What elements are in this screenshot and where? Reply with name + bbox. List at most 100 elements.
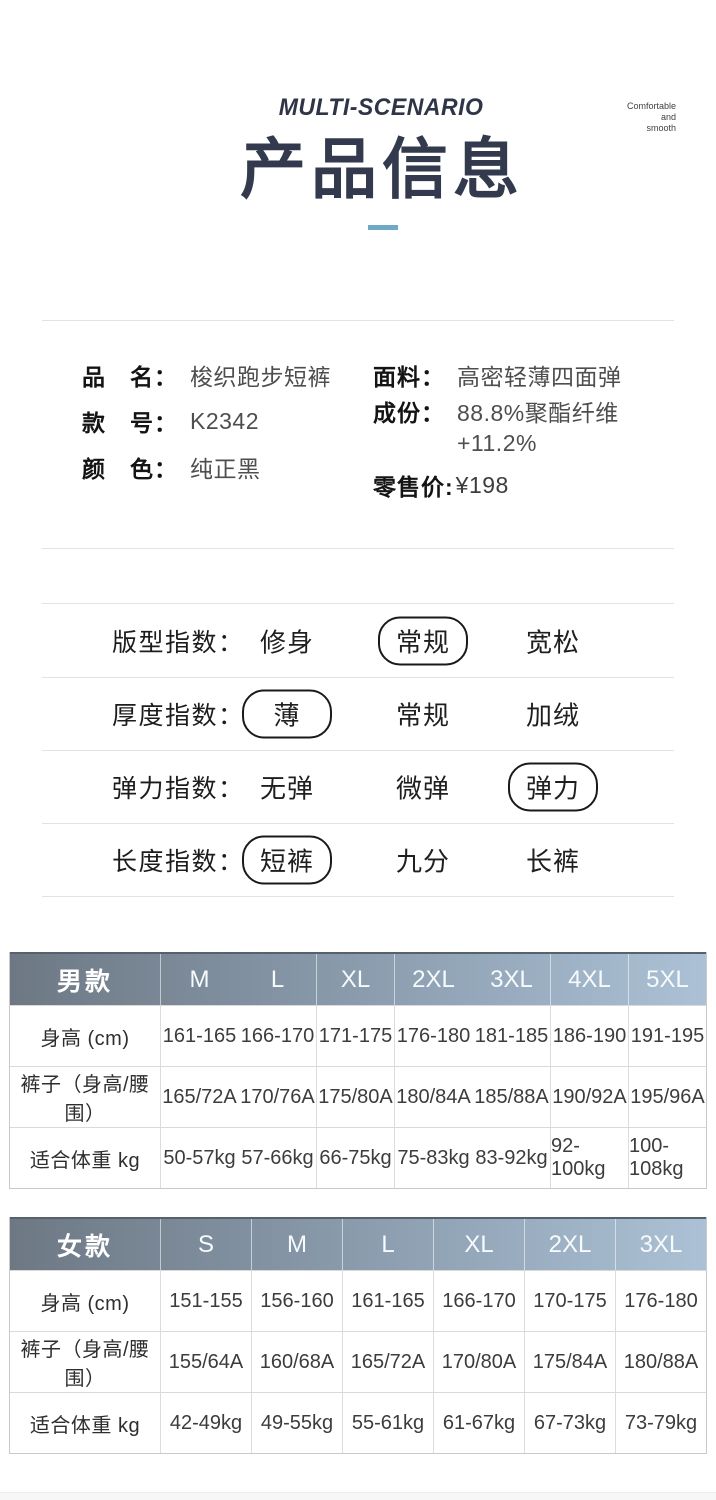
size-column-header: 3XL: [490, 965, 533, 993]
table-header-row: 男款 M L XL 2XL 3XL 4XL 5XL: [10, 952, 706, 1005]
size-cell: 100-108kg: [628, 1128, 706, 1188]
row-label: 适合体重 kg: [29, 1149, 141, 1172]
size-cell: 161-165: [342, 1271, 433, 1331]
size-cell: 166-170: [240, 1024, 315, 1047]
eyebrow-text: MULTI-SCENARIO: [278, 94, 484, 121]
size-column-header: S: [160, 1219, 251, 1270]
style-number-row: 款 号： K2342: [82, 398, 331, 444]
men-size-table: 男款 M L XL 2XL 3XL 4XL 5XL 身高 (cm) 161-165 166-170 1…: [9, 952, 707, 1189]
row-label: 身高 (cm): [40, 1027, 130, 1050]
page-title: 产品信息: [240, 132, 524, 206]
size-cell: 195/96A: [628, 1067, 706, 1127]
index-divider: [42, 603, 674, 604]
size-cell: 185/88A: [474, 1085, 549, 1108]
fit-option: 宽松: [525, 627, 581, 657]
size-cell: 190/92A: [550, 1067, 628, 1127]
index-divider: [42, 750, 674, 751]
length-index-row: 长度指数： 短裤 九分 长裤: [0, 823, 716, 896]
table-row: 适合体重 kg 42-49kg 49-55kg 55-61kg 61-67kg 67-73…: [10, 1392, 706, 1453]
size-cell: 175/80A: [316, 1067, 394, 1127]
fabric-value: 高密轻薄四面弹: [457, 364, 622, 390]
size-cell: 42-49kg: [160, 1393, 251, 1453]
size-cell: 175/84A: [524, 1332, 615, 1392]
size-cell: 83-92kg: [475, 1146, 548, 1169]
fit-option-selected: 常规: [378, 616, 468, 665]
fit-index-row: 版型指数： 修身 常规 宽松: [0, 604, 716, 677]
size-cell: 181-185: [474, 1024, 549, 1047]
size-cell: 55-61kg: [342, 1393, 433, 1453]
size-column-header: XL: [433, 1219, 524, 1270]
elasticity-option: 无弹: [259, 773, 315, 803]
size-cell: 180/84A: [394, 1067, 472, 1127]
product-info-right: 面料： 高密轻薄四面弹 成份： 88.8%聚酯纤维 +11.2% 零售价: ¥1…: [373, 352, 622, 508]
product-name-value: 梭织跑步短裤: [190, 364, 331, 390]
tagline: Comfortable and smooth: [627, 101, 676, 134]
size-column-header: M: [160, 954, 238, 1005]
next-section-edge: [0, 1492, 716, 1500]
size-column-header: 3XL: [615, 1219, 706, 1270]
size-column-header: 4XL: [550, 954, 628, 1005]
size-cell: 176-180: [615, 1271, 706, 1331]
women-size-table: 女款 S M L XL 2XL 3XL 身高 (cm) 151-155 156-160 161-16…: [9, 1217, 707, 1454]
length-option: 九分: [395, 846, 451, 876]
size-cell: 66-75kg: [316, 1128, 394, 1188]
table-row: 裤子（身高/腰围） 155/64A 160/68A 165/72A 170/80A 175…: [10, 1331, 706, 1392]
size-column-header: 2XL: [394, 954, 472, 1005]
retail-price-value: ¥198: [455, 471, 509, 498]
product-info-left: 品 名： 梭织跑步短裤 款 号： K2342 颜 色： 纯正黑: [82, 352, 331, 490]
length-option-selected: 短裤: [242, 835, 332, 884]
elasticity-option: 微弹: [395, 773, 451, 803]
style-number-value: K2342: [190, 407, 260, 434]
size-cell: 186-190: [550, 1006, 628, 1066]
size-cell: 170-175: [524, 1271, 615, 1331]
thickness-index-label: 厚度指数：: [112, 701, 245, 730]
thickness-option: 常规: [395, 700, 451, 730]
style-number-label: 款 号：: [82, 410, 178, 436]
size-cell: 171-175: [316, 1006, 394, 1066]
color-row: 颜 色： 纯正黑: [82, 444, 331, 490]
length-option: 长裤: [525, 846, 581, 876]
row-label: 裤子（身高/腰围）: [20, 1074, 150, 1125]
size-table-title: 女款: [56, 1232, 113, 1261]
size-cell: 170/80A: [433, 1332, 524, 1392]
title-underline-accent: [368, 225, 398, 230]
elasticity-index-row: 弹力指数： 无弹 微弹 弹力: [0, 750, 716, 823]
size-column-header: L: [342, 1219, 433, 1270]
size-column-header: M: [251, 1219, 342, 1270]
size-column-header: L: [270, 965, 285, 993]
size-cell: 160/68A: [251, 1332, 342, 1392]
table-row: 身高 (cm) 161-165 166-170 171-175 176-180 181-1…: [10, 1005, 706, 1066]
size-cell: 73-79kg: [615, 1393, 706, 1453]
section-divider: [42, 320, 674, 321]
composition-value-line2: +11.2%: [457, 430, 537, 456]
size-cell: 191-195: [628, 1006, 706, 1066]
thickness-option-selected: 薄: [242, 689, 332, 738]
size-cell: 61-67kg: [433, 1393, 524, 1453]
retail-price-row: 零售价: ¥198: [373, 462, 622, 508]
color-value: 纯正黑: [190, 456, 261, 482]
composition-value: 88.8%聚酯纤维 +11.2%: [457, 398, 619, 458]
row-label: 身高 (cm): [40, 1292, 130, 1315]
elasticity-option-selected: 弹力: [508, 762, 598, 811]
thickness-index-row: 厚度指数： 薄 常规 加绒: [0, 677, 716, 750]
size-cell: 75-83kg: [394, 1128, 472, 1188]
composition-value-line1: 88.8%聚酯纤维: [457, 400, 619, 426]
tagline-line: and: [660, 112, 676, 122]
size-cell: 161-165: [160, 1006, 238, 1066]
row-label: 适合体重 kg: [29, 1414, 141, 1437]
size-cell: 165/72A: [160, 1067, 238, 1127]
fabric-label: 面料：: [373, 364, 445, 390]
size-cell: 92-100kg: [550, 1128, 628, 1188]
retail-price-label: 零售价:: [373, 474, 454, 500]
row-label: 裤子（身高/腰围）: [20, 1339, 150, 1390]
elasticity-index-label: 弹力指数：: [112, 774, 245, 803]
size-column-header: 5XL: [628, 954, 706, 1005]
size-cell: 151-155: [160, 1271, 251, 1331]
size-cell: 67-73kg: [524, 1393, 615, 1453]
size-table-title: 男款: [56, 967, 113, 996]
table-row: 身高 (cm) 151-155 156-160 161-165 166-170 170-1…: [10, 1270, 706, 1331]
size-column-header: XL: [316, 954, 394, 1005]
color-label: 颜 色：: [82, 456, 178, 482]
tagline-line: smooth: [646, 123, 676, 133]
